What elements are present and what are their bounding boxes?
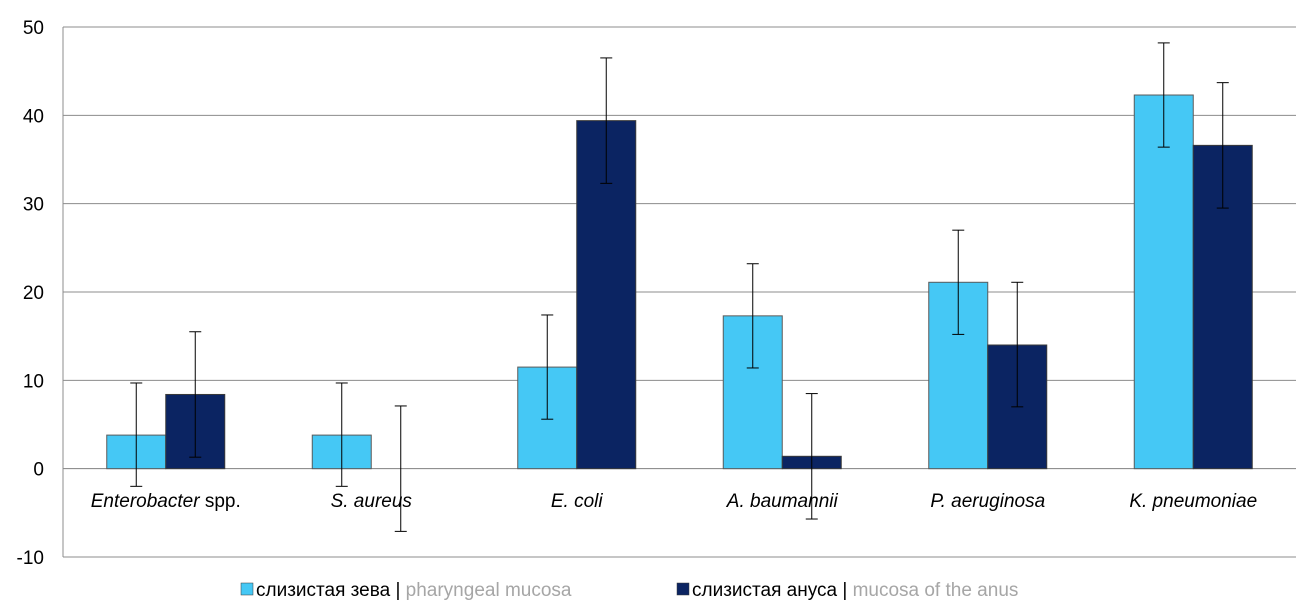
y-tick-label: 20 [23, 283, 44, 304]
legend-swatch [676, 582, 690, 596]
y-tick-label: 40 [23, 106, 44, 127]
x-category-label: A. baumannii [726, 491, 839, 512]
legend-label: слизистая зева | pharyngeal mucosa [256, 580, 572, 601]
y-tick-label: 50 [23, 18, 44, 39]
bars [106, 94, 1253, 470]
error-bars [130, 42, 1229, 532]
bar-series-1 [722, 315, 783, 470]
y-tick-label: 0 [33, 460, 44, 481]
y-tick-label: 10 [23, 371, 44, 392]
gridlines [62, 26, 1296, 558]
x-category-label: Enterobacter spp. [91, 491, 241, 512]
legend-swatch [240, 582, 254, 596]
x-category-label: P. aeruginosa [930, 491, 1045, 512]
y-axis-ticks: -10 0 10 20 30 40 50 [17, 18, 44, 569]
legend: слизистая зева | pharyngeal mucosa слизис… [240, 580, 1018, 601]
y-tick-label: 30 [23, 195, 44, 216]
x-category-label: E. coli [551, 491, 604, 512]
legend-label: слизистая ануса | mucosa of the anus [692, 580, 1018, 601]
x-category-label: K. pneumoniae [1129, 491, 1257, 512]
y-tick-label: -10 [17, 548, 44, 569]
category-labels: Enterobacter spp. S. aureus E. coli A. baum… [91, 491, 1257, 512]
x-category-label: S. aureus [331, 491, 413, 512]
bar-series-1 [1133, 94, 1194, 470]
